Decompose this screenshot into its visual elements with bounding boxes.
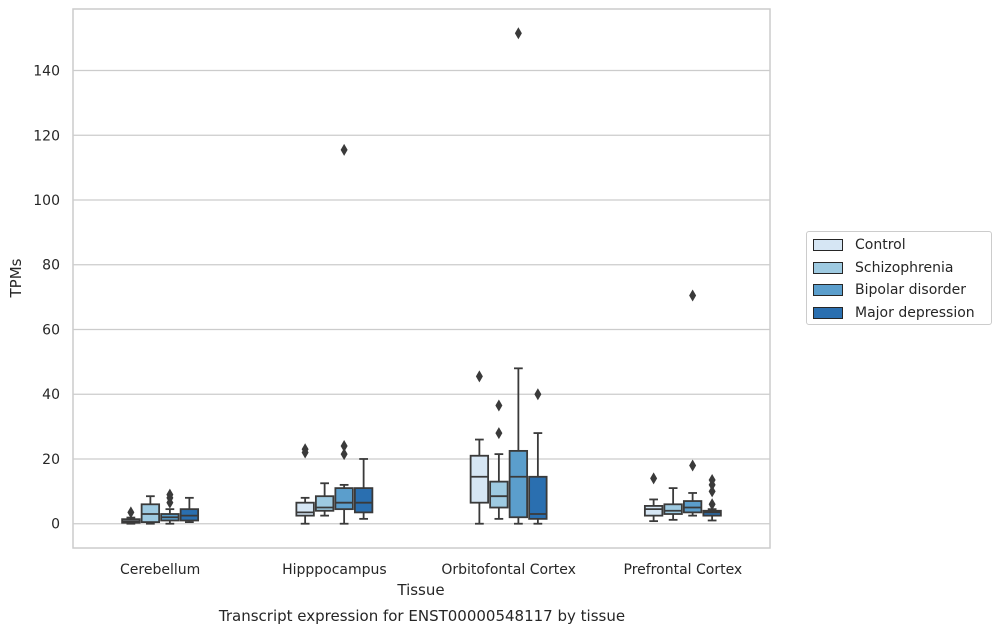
box-group [121,506,141,525]
legend-item: Major depression [813,303,975,323]
outlier-point [495,427,503,440]
outlier-point [340,440,348,453]
outlier-point [340,448,348,461]
y-tick-label: 100 [33,193,60,209]
legend-item: Bipolar disorder [813,280,966,300]
box [295,501,315,517]
outlier-point [708,498,716,511]
outlier-point [301,443,309,456]
plot-background [73,9,770,548]
outlier-point [708,485,716,498]
x-axis-label: Tissue [396,581,444,599]
legend-swatch [813,284,843,296]
legend-item: Schizophrenia [813,258,953,278]
chart-caption: Transcript expression for ENST0000054811… [218,607,626,625]
y-tick-label: 20 [42,452,60,468]
box-group [160,488,180,525]
x-tick-labels: Cerebellum Hipppocampus Orbitofontal Corte… [120,562,742,578]
box-groups [121,27,722,525]
x-tick-label: Cerebellum [120,562,200,578]
outlier-point [166,488,174,501]
box-group [353,458,374,520]
box [528,475,548,520]
legend-item: Control [813,235,906,255]
box-group [334,143,354,525]
box-group [314,482,335,517]
y-tick-label: 60 [42,322,60,338]
outlier-point [127,506,135,519]
box-group [140,495,161,525]
x-tick-label: Prefrontal Cortex [624,562,743,578]
box-group [489,399,509,520]
box-group [295,443,315,525]
outlier-point [534,388,542,401]
legend-swatch [813,239,843,251]
x-tick-label: Orbitofontal Cortex [441,562,576,578]
x-tick-label: Hipppocampus [282,562,387,578]
outlier-point [475,370,483,383]
y-axis-label: TPMs [7,258,25,298]
outlier-point [650,472,658,485]
box-group [663,487,683,521]
legend-label: Schizophrenia [855,259,954,276]
legend-label: Control [855,237,906,253]
box-group [682,289,703,517]
box-group [643,472,664,523]
box [508,449,529,519]
plot-border [72,8,771,549]
y-tick-label: 0 [51,517,60,533]
box [489,480,509,509]
y-tick-label: 120 [33,128,60,144]
box [353,487,374,514]
box [643,505,664,517]
outlier-point [340,143,348,156]
outlier-point [708,474,716,487]
outlier-point [495,399,503,412]
box [314,495,335,512]
legend-swatch [813,261,843,274]
outlier-point [689,459,697,472]
box-group [702,474,722,522]
y-tick-label: 140 [33,64,60,80]
box-group [469,370,490,525]
box [663,503,683,515]
outlier-point [689,289,697,302]
box-group [179,496,200,524]
legend-label: Major depression [855,304,975,321]
box-group [508,27,529,525]
box [469,454,490,504]
outlier-point [514,27,522,40]
y-tick-labels: 0 20 40 60 80 100 120 140 [33,64,60,533]
y-tick-label: 80 [42,258,60,274]
legend: Control Schizophrenia Bipolar disorder Majo… [806,231,992,325]
y-tick-label: 40 [42,387,60,403]
box-group [528,388,548,525]
legend-label: Bipolar disorder [855,282,967,298]
legend-swatch [813,306,843,319]
gridlines [73,69,770,525]
box [334,487,354,511]
